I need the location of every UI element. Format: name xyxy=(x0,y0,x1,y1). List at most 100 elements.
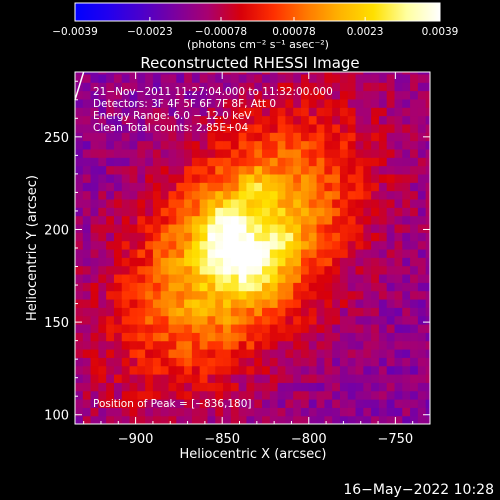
heatmap-cell xyxy=(277,307,287,317)
heatmap-cell xyxy=(332,232,341,242)
heatmap-cell xyxy=(254,72,263,75)
heatmap-cell xyxy=(137,123,146,133)
heatmap-cell xyxy=(160,373,170,383)
heatmap-cell xyxy=(75,223,84,233)
heatmap-cell xyxy=(363,140,372,150)
heatmap-cell xyxy=(324,340,333,350)
heatmap-cell xyxy=(293,273,302,283)
heatmap-cell xyxy=(98,382,107,392)
heatmap-cell xyxy=(223,182,232,192)
heatmap-cell xyxy=(199,365,209,375)
heatmap-cell xyxy=(394,340,403,350)
heatmap-cell xyxy=(246,165,255,175)
heatmap-cell xyxy=(417,140,427,150)
heatmap-cell xyxy=(347,190,357,200)
heatmap-cell xyxy=(254,332,263,342)
heatmap-cell xyxy=(75,290,84,300)
heatmap-cell xyxy=(223,148,232,158)
heatmap-cell xyxy=(176,357,185,367)
heatmap-cell xyxy=(199,98,209,108)
heatmap-cell xyxy=(137,323,146,333)
heatmap-cell xyxy=(184,315,193,325)
heatmap-cell xyxy=(308,173,318,183)
heatmap-cell xyxy=(402,207,411,217)
heatmap-cell xyxy=(402,182,411,192)
heatmap-cell xyxy=(417,373,427,383)
heatmap-cell xyxy=(90,373,99,383)
heatmap-cell xyxy=(207,223,216,233)
heatmap-cell xyxy=(121,373,131,383)
heatmap-cell xyxy=(355,157,364,167)
heatmap-cell xyxy=(230,398,240,408)
heatmap-cell xyxy=(293,82,302,92)
heatmap-cell xyxy=(300,223,310,233)
heatmap-cell xyxy=(238,98,248,108)
heatmap-cell xyxy=(378,257,388,267)
heatmap-cell xyxy=(262,282,271,292)
heatmap-cell xyxy=(371,415,380,424)
heatmap-cell xyxy=(238,248,248,258)
heatmap-cell xyxy=(394,315,403,325)
heatmap-cell xyxy=(293,398,302,408)
heatmap-cell xyxy=(184,182,193,192)
heatmap-cell xyxy=(82,390,92,400)
heatmap-cell xyxy=(160,115,170,125)
heatmap-cell xyxy=(332,382,341,392)
heatmap-cell xyxy=(160,140,170,150)
heatmap-cell xyxy=(90,223,99,233)
heatmap-cell xyxy=(316,315,325,325)
heatmap-cell xyxy=(113,398,123,408)
heatmap-image xyxy=(75,72,430,424)
heatmap-cell xyxy=(417,315,427,325)
heatmap-cell xyxy=(316,82,325,92)
heatmap-cell xyxy=(417,257,427,267)
heatmap-cell xyxy=(262,90,271,100)
heatmap-cell xyxy=(82,232,92,242)
y-tick-label: 100 xyxy=(44,409,69,424)
heatmap-cell xyxy=(223,173,232,183)
heatmap-cell xyxy=(90,398,99,408)
heatmap-cell xyxy=(82,332,92,342)
heatmap-cell xyxy=(347,73,357,83)
heatmap-cell xyxy=(113,382,123,392)
heatmap-cell xyxy=(145,207,154,217)
heatmap-cell xyxy=(176,140,185,150)
heatmap-cell xyxy=(371,315,380,325)
heatmap-cell xyxy=(152,98,162,108)
heatmap-cell xyxy=(145,198,154,208)
heatmap-cell xyxy=(332,298,341,308)
heatmap-cell xyxy=(121,82,131,92)
heatmap-cell xyxy=(371,348,380,358)
heatmap-cell xyxy=(332,390,341,400)
heatmap-cell xyxy=(246,407,255,417)
heatmap-cell xyxy=(160,323,170,333)
heatmap-cell xyxy=(269,223,279,233)
heatmap-cell xyxy=(254,273,263,283)
heatmap-cell xyxy=(378,72,388,75)
heatmap-cell xyxy=(269,232,279,242)
heatmap-cell xyxy=(238,257,248,267)
heatmap-cell xyxy=(137,282,146,292)
heatmap-cell xyxy=(223,248,232,258)
heatmap-cell xyxy=(106,165,115,175)
heatmap-cell xyxy=(246,365,255,375)
heatmap-cell xyxy=(230,73,240,83)
heatmap-cell xyxy=(168,240,177,250)
heatmap-cell xyxy=(223,265,232,275)
heatmap-cell xyxy=(378,190,388,200)
heatmap-cell xyxy=(262,157,271,167)
heatmap-cell xyxy=(121,315,131,325)
heatmap-cell xyxy=(293,373,302,383)
heatmap-cell xyxy=(355,165,364,175)
heatmap-cell xyxy=(324,140,333,150)
heatmap-cell xyxy=(238,190,248,200)
heatmap-cell xyxy=(137,182,146,192)
heatmap-cell xyxy=(184,307,193,317)
heatmap-cell xyxy=(184,390,193,400)
heatmap-cell xyxy=(90,365,99,375)
heatmap-cell xyxy=(394,257,403,267)
heatmap-cell xyxy=(75,273,84,283)
heatmap-cell xyxy=(82,98,92,108)
heatmap-cell xyxy=(417,240,427,250)
heatmap-cell xyxy=(394,407,403,417)
